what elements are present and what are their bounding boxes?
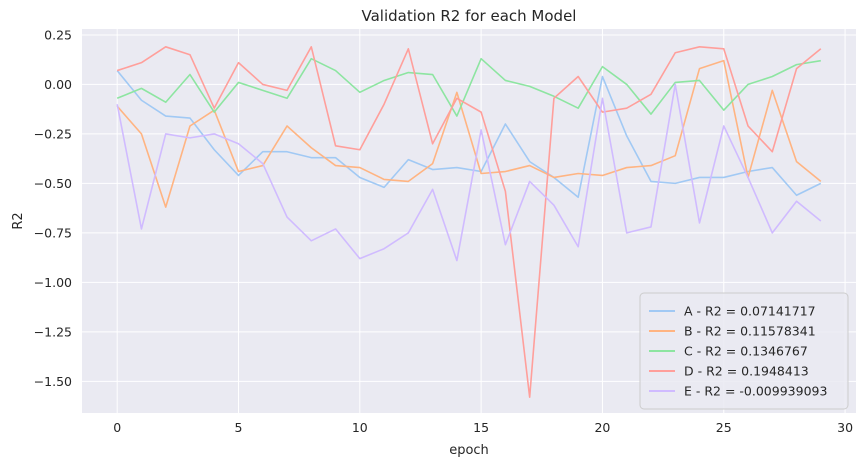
legend-entry: B - R2 = 0.11578341 [684,324,816,339]
y-axis-label: R2 [11,212,26,229]
y-tick-label: −1.50 [34,374,72,389]
y-tick-label: 0.00 [44,77,72,92]
legend: A - R2 = 0.07141717 B - R2 = 0.11578341 C … [639,292,849,410]
series-line-b [116,59,822,208]
x-tick-label: 30 [837,420,853,435]
legend-entry: C - R2 = 0.1346767 [684,344,808,359]
legend-entry: D - R2 = 0.1948413 [684,364,809,379]
series-line-a [116,70,822,199]
series-layer [116,46,822,398]
series-line-e [116,83,822,262]
legend-box [639,292,849,410]
x-tick-label: 10 [352,420,368,435]
series-line-d [116,46,822,398]
x-axis-label: epoch [449,443,489,458]
y-tick-label: −0.50 [34,176,72,191]
x-tick-label: 15 [473,420,489,435]
legend-entry: A - R2 = 0.07141717 [684,304,816,319]
x-tick-label: 0 [113,420,121,435]
y-axis-ticks: 0.25 0.00 −0.25 −0.50 −0.75 −1.00 −1.25 −1.50 [34,27,72,388]
chart-title: Validation R2 for each Model [362,7,577,25]
y-tick-label: 0.25 [44,27,72,42]
series-line-c [116,57,821,117]
y-tick-label: −1.25 [34,324,72,339]
x-tick-label: 5 [235,420,243,435]
y-tick-label: −0.75 [34,225,72,240]
x-tick-label: 25 [716,420,732,435]
y-tick-label: −0.25 [34,126,72,141]
y-tick-label: −1.00 [34,275,72,290]
x-tick-label: 20 [594,420,610,435]
x-axis-ticks: 0 5 10 15 20 25 30 [113,420,853,435]
legend-entry: E - R2 = -0.009939093 [684,384,827,399]
